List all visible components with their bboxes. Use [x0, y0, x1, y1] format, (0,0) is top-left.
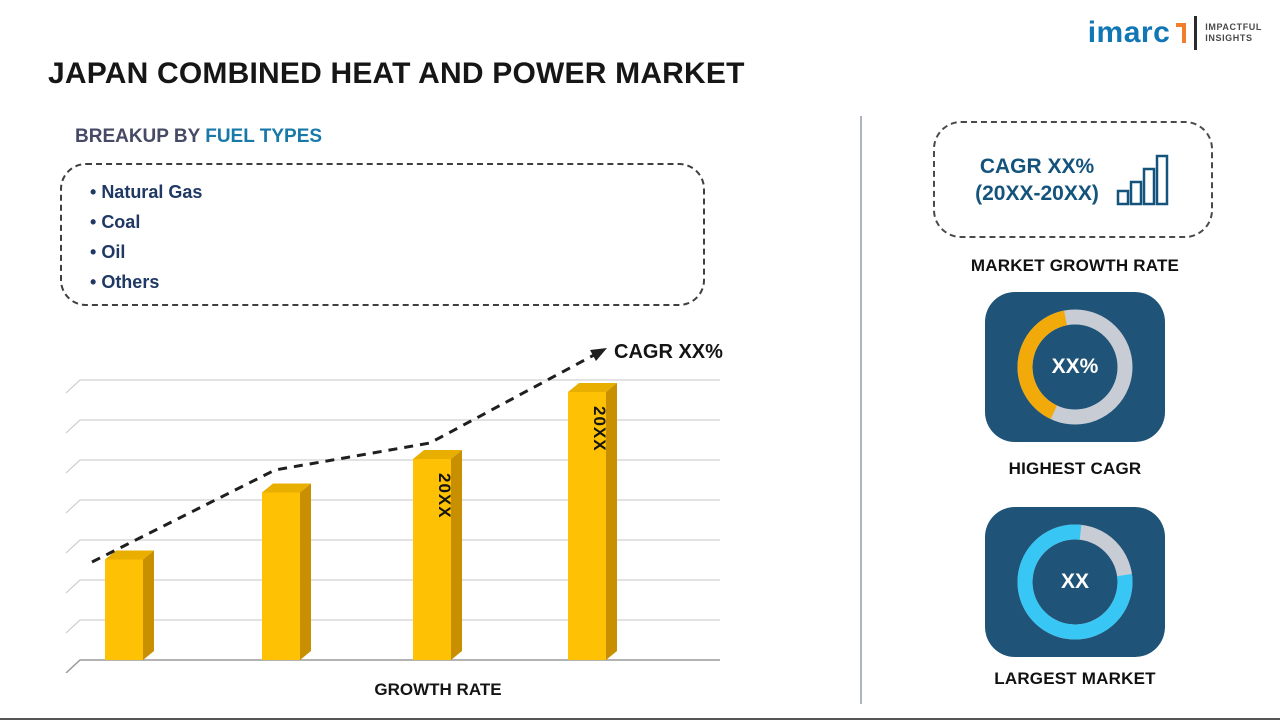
largest-market-donut-icon	[1017, 524, 1133, 640]
bar-growth-icon	[1116, 154, 1169, 205]
chart-floor	[65, 659, 720, 673]
highest-cagr-label: HIGHEST CAGR	[1008, 459, 1142, 478]
highest-cagr-donut-icon	[1017, 309, 1133, 425]
gridlines	[65, 379, 720, 634]
section-divider	[860, 116, 862, 704]
logo-divider	[1194, 16, 1198, 50]
cagr-box-line1: CAGR XX%	[979, 154, 1095, 178]
imarc-wordmark: imarc	[1087, 16, 1171, 49]
highest-cagr-value: XX%	[1051, 355, 1099, 378]
breakup-heading: BREAKUP BY FUEL TYPES	[75, 126, 322, 148]
fuel-type-item: Others	[90, 267, 703, 297]
market-growth-rate-label: MARKET GROWTH RATE	[970, 256, 1180, 275]
bars-group: 20XX 20XX	[105, 383, 617, 660]
largest-market-donut: XX	[1010, 517, 1140, 647]
trend-line	[91, 353, 595, 564]
largest-market-label: LARGEST MARKET	[994, 669, 1156, 688]
trend-arrowhead-icon	[590, 348, 607, 361]
bar-chart-canvas: 20XX 20XX	[65, 348, 720, 673]
largest-market-value: XX	[1060, 570, 1089, 593]
logo-tagline-line1: IMPACTFUL	[1205, 22, 1262, 32]
bottom-rule	[0, 718, 1280, 720]
page-title: JAPAN COMBINED HEAT AND POWER MARKET	[48, 57, 745, 90]
imarc-logo: imarc IMPACTFUL INSIGHTS	[1088, 16, 1262, 50]
fuel-types-list: Natural Gas Coal Oil Others	[90, 177, 703, 297]
logo-tagline-line2: INSIGHTS	[1205, 33, 1253, 43]
cagr-box-line2: (20XX-20XX)	[975, 181, 1099, 205]
logo-tagline: IMPACTFUL INSIGHTS	[1205, 22, 1262, 44]
fuel-type-item: Coal	[90, 207, 703, 237]
highest-cagr-donut: XX%	[1010, 302, 1140, 432]
bar-value-label: 20XX	[435, 473, 454, 519]
cagr-annotation: CAGR XX%	[614, 341, 723, 363]
fuel-type-item: Oil	[90, 237, 703, 267]
highest-cagr-tile: XX%	[985, 292, 1165, 442]
fuel-types-box: Natural Gas Coal Oil Others	[60, 163, 705, 306]
imarc-bracket-icon	[1176, 23, 1187, 43]
largest-market-tile: XX	[985, 507, 1165, 657]
cagr-box-text: CAGR XX% (20XX-20XX)	[975, 153, 1099, 207]
market-growth-rate-box: CAGR XX% (20XX-20XX)	[933, 121, 1213, 238]
growth-rate-chart: 20XX 20XX CAGR XX% GROWTH RATE	[48, 333, 748, 708]
x-axis-label: GROWTH RATE	[374, 680, 502, 699]
breakup-heading-prefix: BREAKUP BY	[75, 126, 206, 147]
bar-value-label: 20XX	[590, 406, 609, 452]
fuel-type-item: Natural Gas	[90, 177, 703, 207]
breakup-heading-highlight: FUEL TYPES	[205, 126, 323, 147]
